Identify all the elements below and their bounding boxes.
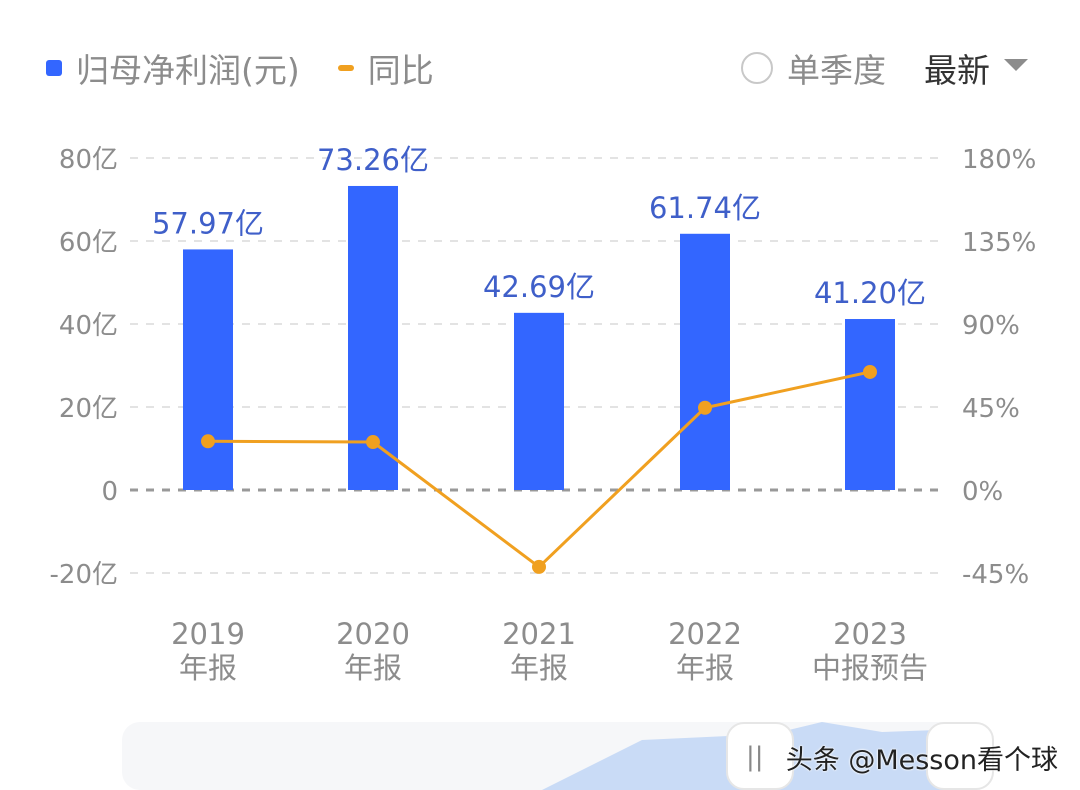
yoy-point[interactable] (863, 364, 877, 379)
yoy-point[interactable] (366, 435, 380, 450)
x-axis-year: 2020 (336, 617, 410, 651)
right-axis-tick: 0% (962, 477, 1003, 507)
x-axis-period: 年报 (179, 651, 237, 685)
caret-down-icon (1004, 59, 1028, 71)
x-axis-period: 年报 (344, 651, 402, 685)
slider-handle-right[interactable] (926, 722, 994, 790)
bar[interactable] (514, 312, 564, 490)
bar-value-label: 57.97亿 (152, 206, 264, 240)
x-axis-year: 2022 (668, 617, 742, 651)
chart-legend: 归母净利润(元) 同比 (46, 44, 434, 92)
sort-dropdown-label: 最新 (924, 51, 990, 90)
legend-line-label[interactable]: 同比 (367, 51, 434, 90)
bar[interactable] (680, 233, 730, 491)
sort-dropdown[interactable]: 最新 (924, 44, 1028, 92)
left-axis-tick: 60亿 (59, 228, 118, 258)
yoy-point[interactable] (698, 400, 712, 415)
x-axis-year: 2021 (502, 617, 576, 651)
x-axis-year: 2019 (171, 617, 245, 651)
bar[interactable] (183, 249, 233, 490)
left-axis-tick: 40亿 (59, 311, 118, 341)
right-axis-tick: -45% (962, 560, 1029, 590)
chart-controls: 单季度 最新 (741, 44, 1028, 92)
quarter-radio[interactable] (741, 52, 773, 84)
right-axis-tick: 45% (962, 394, 1020, 424)
left-axis-tick: 0 (101, 477, 118, 507)
bar-value-label: 73.26亿 (317, 143, 429, 177)
bar-value-label: 41.20亿 (814, 276, 926, 310)
x-axis-year: 2023 (833, 617, 907, 651)
yoy-point[interactable] (532, 559, 546, 574)
left-axis-tick: 20亿 (59, 394, 118, 424)
left-axis-tick: -20亿 (50, 560, 118, 590)
quarter-toggle-label[interactable]: 单季度 (787, 51, 886, 90)
slider-handle-left[interactable] (726, 722, 794, 790)
watermark: 头条 @Messon看个球 (785, 745, 1058, 776)
grip-icon: || (746, 742, 764, 772)
right-axis-tick: 90% (962, 311, 1020, 341)
right-axis-tick: 135% (962, 228, 1036, 258)
bar-value-label: 42.69亿 (483, 270, 595, 304)
x-axis-period: 年报 (510, 651, 568, 685)
x-axis-period: 年报 (676, 651, 734, 685)
right-axis-tick: 180% (962, 145, 1036, 175)
yoy-point[interactable] (201, 434, 215, 449)
bar-value-label: 61.74亿 (649, 191, 761, 225)
profit-chart: 80亿 180% 60亿 135% 40亿 90% 20亿 45% 0 0% -20亿 -45% 57.… (50, 143, 1037, 685)
x-axis-period: 中报预告 (812, 651, 928, 685)
line-legend-swatch (337, 65, 354, 71)
legend-bar-label[interactable]: 归母净利润(元) (76, 51, 300, 90)
bar[interactable] (845, 319, 895, 490)
bar-legend-swatch (46, 60, 62, 76)
left-axis-tick: 80亿 (59, 145, 118, 175)
